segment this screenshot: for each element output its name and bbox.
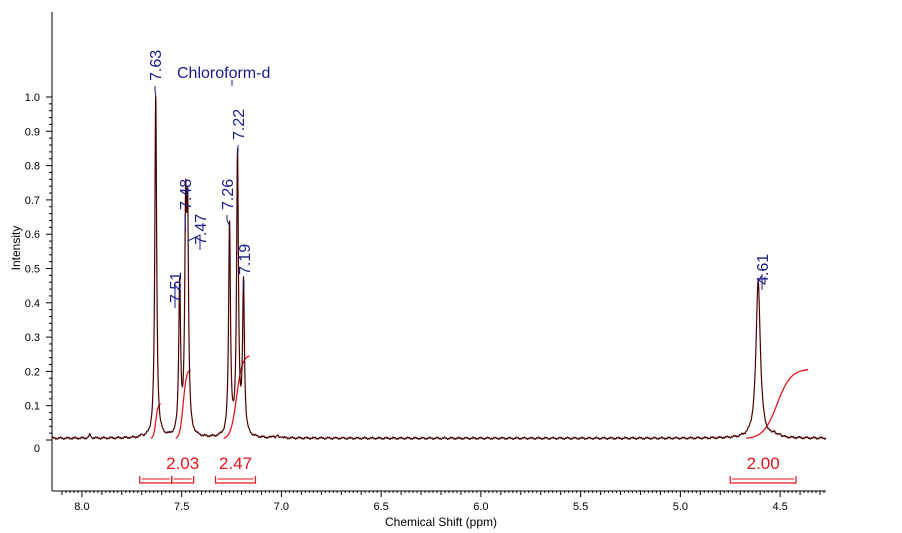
peak-label-connector — [226, 215, 231, 227]
integral-curves — [150, 355, 809, 439]
y-tick-label: 0.9 — [25, 126, 40, 138]
y-tick-label: 0.7 — [25, 195, 40, 207]
integral-curve — [746, 369, 809, 439]
y-axis-title: Intensity — [9, 226, 23, 271]
peak-label: 7.22 — [231, 109, 248, 140]
y-tick-label: 0.1 — [25, 401, 40, 413]
x-axis: 8.0 7.5 7.0 6.5 6.0 5.5 5.0 4.5 — [52, 490, 826, 513]
y-tick-label: 0.3 — [25, 332, 40, 344]
y-tick-label: 0.2 — [25, 366, 40, 378]
integral-value: 2.47 — [219, 454, 252, 473]
integral-curve — [175, 369, 191, 439]
peak-label-connector — [184, 215, 187, 232]
y-tick-label: 1.0 — [25, 92, 40, 104]
y-tick-label: 0 — [34, 443, 40, 455]
x-tick-label: 8.0 — [74, 501, 89, 513]
solvent-label: Chloroform-d — [177, 65, 270, 82]
spectrum-line — [51, 95, 827, 441]
x-axis-title: Chemical Shift (ppm) — [385, 515, 497, 529]
peak-labels: 7.637.517.487.477.267.227.19 4.61 — [148, 50, 772, 308]
y-axis: 0 0.1 0.2 0.3 0.4 0.5 0.6 0.7 0.8 0.9 1.0 — [25, 12, 53, 491]
x-tick-label: 6.5 — [374, 501, 389, 513]
y-tick-label: 0.5 — [25, 264, 40, 276]
integral-bracket — [729, 476, 797, 484]
y-tick-label: 0.8 — [25, 161, 40, 173]
x-tick-label: 5.0 — [673, 501, 688, 513]
peak-label-connector — [154, 86, 157, 97]
peak-label: 7.26 — [220, 179, 237, 210]
integral-bracket — [171, 476, 195, 484]
y-tick-label: 0.4 — [25, 298, 40, 310]
x-tick-label: 4.5 — [772, 501, 787, 513]
integral-value: 2.03 — [166, 454, 199, 473]
peak-label: 7.48 — [178, 179, 195, 210]
y-tick-label: 0.6 — [25, 229, 40, 241]
x-tick-label: 5.5 — [573, 501, 588, 513]
integral-value: 2.00 — [747, 454, 780, 473]
peak-label-connector — [187, 234, 201, 250]
integral-brackets: 2.03 2.47 2.00 — [139, 454, 797, 484]
peak-label: 7.47 — [193, 214, 210, 245]
integral-bracket — [214, 476, 257, 484]
peak-label-connector — [757, 273, 763, 290]
peak-label: 7.63 — [148, 50, 165, 81]
peak-label-connector — [174, 283, 181, 308]
peak-label: 7.19 — [237, 244, 254, 275]
x-tick-label: 7.0 — [274, 501, 289, 513]
x-tick-label: 7.5 — [174, 501, 189, 513]
x-tick-label: 6.0 — [473, 501, 488, 513]
peak-label: 4.61 — [755, 254, 772, 285]
